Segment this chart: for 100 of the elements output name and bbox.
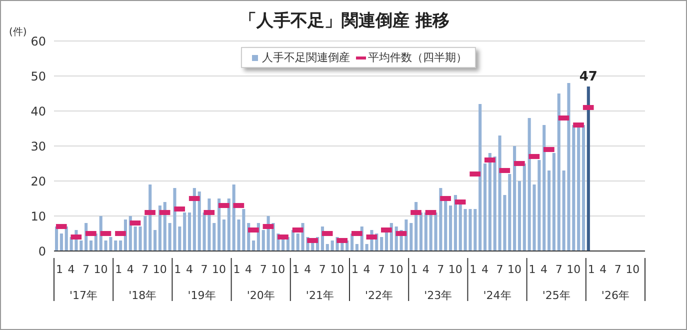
bar <box>454 195 457 251</box>
bar <box>483 164 487 251</box>
bar <box>64 226 68 251</box>
x-tick-label: 1 <box>233 263 240 276</box>
bar <box>89 240 93 251</box>
bar <box>227 198 230 251</box>
chart-title: 「人手不足」関連倒産 推移 <box>240 11 450 31</box>
text: '21年 <box>306 289 334 302</box>
x-tick-label: 10 <box>94 263 108 276</box>
x-tick-label: 7 <box>200 263 208 276</box>
bar <box>198 192 201 251</box>
bar <box>557 94 560 251</box>
legend-label: 人手不足関連倒産 <box>262 50 350 65</box>
y-tick-label: 0 <box>38 244 46 258</box>
bar <box>183 212 186 251</box>
bar <box>493 156 496 251</box>
x-tick-label: 4 <box>422 263 430 276</box>
bar <box>542 125 546 251</box>
bar <box>419 212 423 251</box>
bar <box>212 223 216 251</box>
x-tick-label: 10 <box>330 263 344 276</box>
bar <box>60 234 63 251</box>
x-tick-label: 10 <box>507 263 522 276</box>
bar <box>55 226 58 251</box>
bar <box>218 198 221 251</box>
text: '25年 <box>542 289 570 302</box>
bar <box>478 104 482 251</box>
x-tick-label: 7 <box>614 263 622 276</box>
text: '18年 <box>128 289 157 302</box>
x-tick-label: 4 <box>540 263 548 276</box>
bar <box>148 184 152 251</box>
text: '26年 <box>601 289 630 302</box>
x-tick-label: 4 <box>68 263 75 276</box>
y-axis-title: (件) <box>9 26 27 39</box>
x-tick-label: 7 <box>437 263 444 276</box>
bar <box>522 164 526 251</box>
y-tick-label: 10 <box>30 209 46 224</box>
bar <box>488 153 492 251</box>
y-tick-label: 60 <box>30 34 46 48</box>
text: '17年 <box>70 289 98 302</box>
x-tick-label: 4 <box>304 263 312 276</box>
bar <box>154 230 157 251</box>
x-tick-label: 10 <box>566 263 581 276</box>
bar <box>296 234 300 251</box>
x-tick-label: 10 <box>212 263 226 276</box>
x-tick-label: 1 <box>528 263 536 276</box>
x-tick-label: 7 <box>142 263 149 276</box>
bar <box>262 230 265 251</box>
x-tick-label: 10 <box>448 263 462 276</box>
x-tick-label: 4 <box>600 263 607 276</box>
x-tick-label: 7 <box>555 263 562 276</box>
x-tick-label: 10 <box>626 263 640 276</box>
data-label: 47 <box>579 70 598 84</box>
x-tick-label: 10 <box>152 263 167 276</box>
text: '24年 <box>483 289 512 302</box>
text: '19年 <box>188 289 216 302</box>
x-tick-label: 4 <box>126 263 134 276</box>
bar <box>548 170 551 251</box>
y-tick-label: 50 <box>30 69 46 84</box>
x-tick-label: 1 <box>410 263 418 276</box>
bar <box>222 220 226 251</box>
x-tick-label: 7 <box>260 263 267 276</box>
x-tick-label: 4 <box>245 263 252 276</box>
bar <box>410 223 413 251</box>
text: '23年 <box>424 289 452 302</box>
x-tick-label: 1 <box>292 263 300 276</box>
x-tick-label: 7 <box>378 263 386 276</box>
bar <box>114 240 118 251</box>
x-tick-label: 1 <box>588 263 595 276</box>
x-tick-label: 1 <box>56 263 63 276</box>
y-tick-label: 40 <box>30 104 46 118</box>
bar <box>424 212 428 251</box>
y-tick-label: 20 <box>30 174 46 188</box>
bar <box>158 206 162 251</box>
x-tick-label: 10 <box>271 263 286 276</box>
x-tick-label: 1 <box>470 263 477 276</box>
x-tick-label: 4 <box>363 263 370 276</box>
x-tick-label: 7 <box>82 263 90 276</box>
bar <box>252 240 256 251</box>
bar <box>326 244 329 251</box>
x-tick-label: 1 <box>174 263 182 276</box>
bar <box>513 146 516 251</box>
bar <box>586 86 590 251</box>
x-tick-label: 1 <box>115 263 122 276</box>
bar <box>552 153 556 251</box>
bar <box>188 212 192 251</box>
bar <box>119 240 122 251</box>
bar <box>192 188 196 251</box>
text: '22年 <box>365 289 394 302</box>
x-tick-label: 4 <box>481 263 488 276</box>
legend-label: 平均件数（四半期） <box>368 50 467 65</box>
bar <box>380 237 384 251</box>
bar <box>508 174 512 251</box>
bar <box>449 206 452 251</box>
x-tick-label: 10 <box>389 263 404 276</box>
x-tick-label: 7 <box>318 263 326 276</box>
bar <box>518 181 522 251</box>
x-tick-label: 1 <box>351 263 358 276</box>
x-tick-label: 4 <box>186 263 193 276</box>
bar <box>582 125 586 251</box>
